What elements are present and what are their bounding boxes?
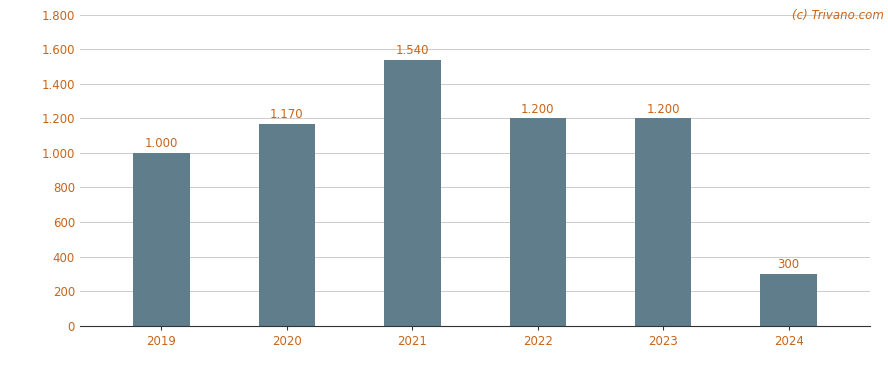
Bar	[635, 118, 692, 326]
Text: 1.540: 1.540	[396, 44, 429, 57]
Text: 1.000: 1.000	[145, 137, 178, 150]
Bar	[133, 153, 190, 326]
Bar	[510, 118, 566, 326]
Bar	[760, 274, 817, 326]
Text: (c) Trivano.com: (c) Trivano.com	[792, 9, 884, 22]
Bar	[258, 124, 315, 326]
Text: 1.200: 1.200	[646, 103, 680, 116]
Bar	[385, 60, 440, 326]
Text: 1.170: 1.170	[270, 108, 304, 121]
Text: 300: 300	[778, 258, 800, 271]
Text: 1.200: 1.200	[521, 103, 554, 116]
